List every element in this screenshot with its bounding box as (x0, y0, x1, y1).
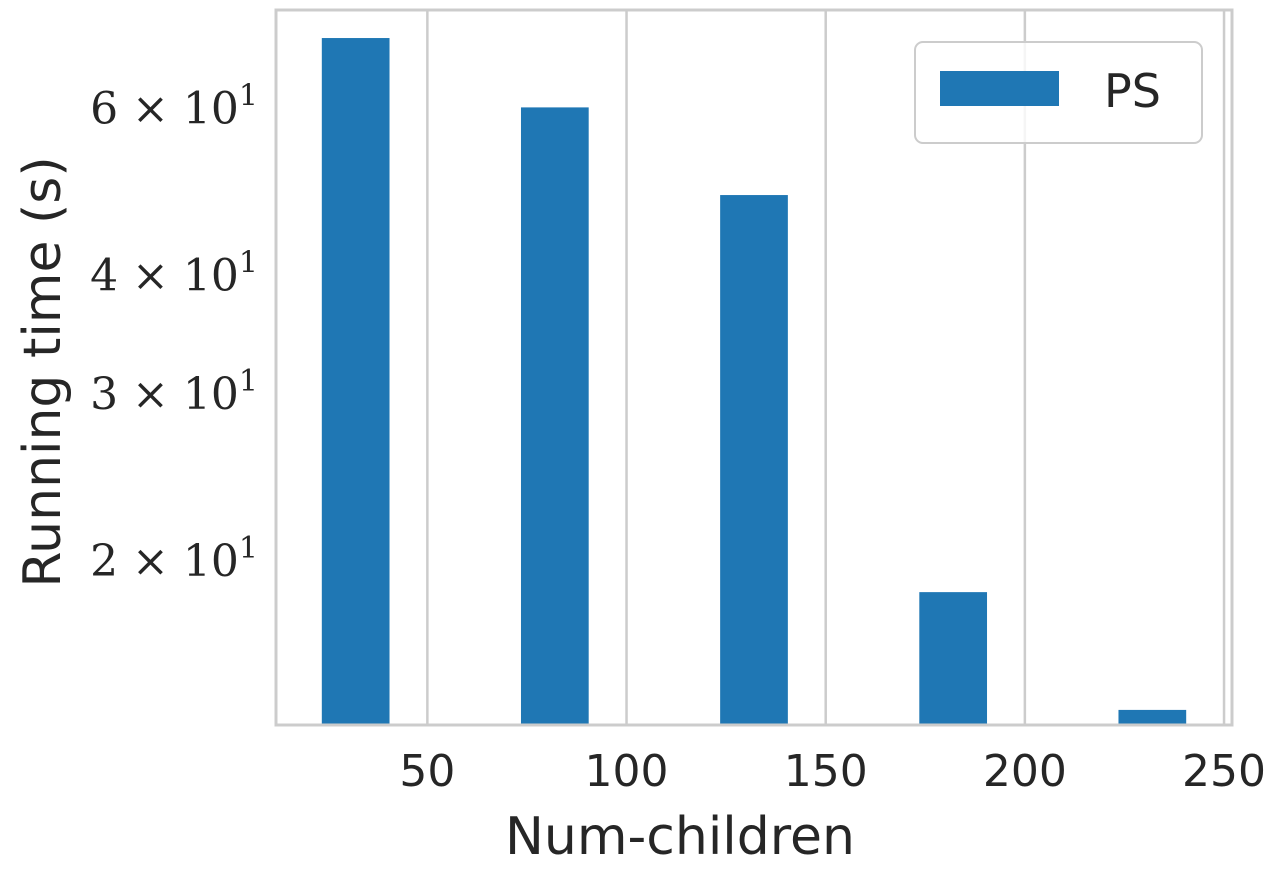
bar (720, 195, 788, 725)
y-axis-label: Running time (s) (13, 156, 73, 587)
y-tick-label: 2 × 101 (90, 531, 258, 587)
bar (321, 38, 390, 725)
bar (1118, 709, 1187, 725)
x-tick-label: 100 (585, 746, 669, 797)
y-tick-label: 4 × 101 (90, 245, 258, 301)
bar (520, 107, 589, 725)
x-axis-label: Num-children (505, 807, 855, 867)
y-tick-label: 6 × 101 (90, 78, 258, 134)
x-tick-labels: 50 100 150 200 250 (399, 746, 1266, 797)
x-tick-label: 200 (983, 746, 1067, 797)
x-tick-label: 50 (399, 746, 455, 797)
bar (919, 592, 988, 725)
x-tick-label: 250 (1182, 746, 1266, 797)
bars (321, 38, 1187, 725)
plot-frame (274, 8, 1234, 727)
y-tick-labels: 2 × 101 3 × 101 4 × 101 6 × 101 (90, 78, 258, 587)
legend-swatch (940, 71, 1059, 106)
y-tick-label: 3 × 101 (90, 364, 258, 420)
legend-label: PS (1104, 64, 1161, 118)
x-tick-label: 150 (784, 746, 868, 797)
legend: PS (914, 41, 1203, 144)
